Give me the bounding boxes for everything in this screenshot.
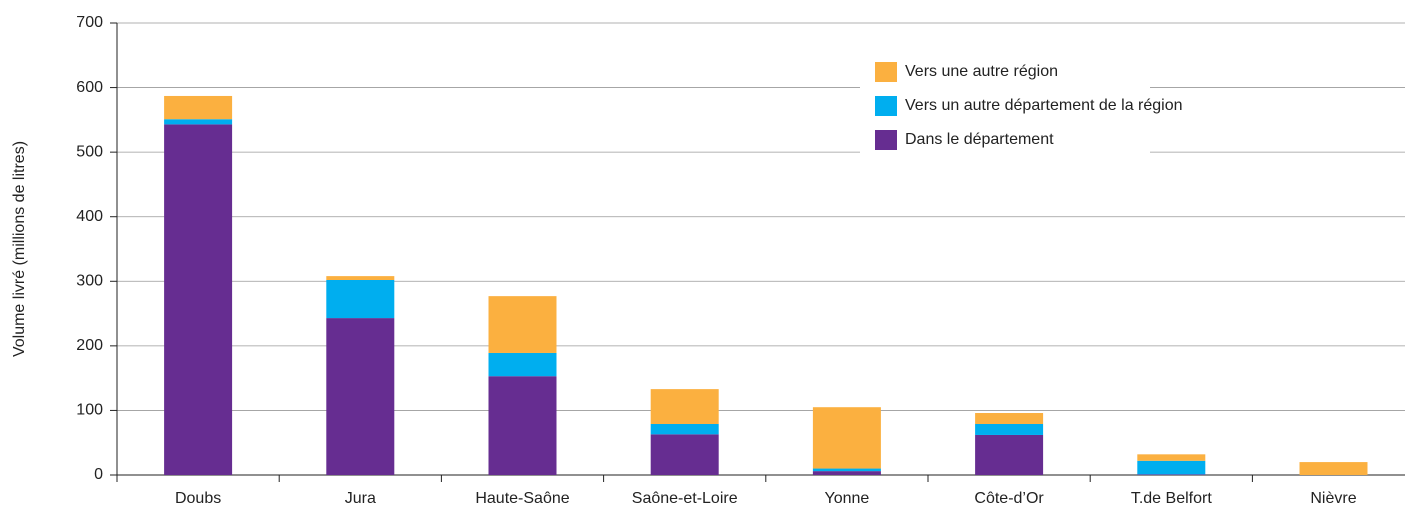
y-tick-label: 200 <box>76 337 103 354</box>
bar-segment <box>650 423 719 435</box>
bar-segment <box>650 389 719 424</box>
legend-swatch <box>875 62 897 82</box>
bar-segment <box>812 468 881 472</box>
bar-segment <box>812 471 881 475</box>
x-tick-label: Haute-Saône <box>475 490 569 507</box>
bar-segment <box>975 423 1044 435</box>
y-tick-label: 700 <box>76 14 103 31</box>
legend-swatch <box>875 130 897 150</box>
bar-segment <box>1137 460 1206 475</box>
bar-segment <box>975 413 1044 424</box>
bar-segment <box>1137 474 1206 475</box>
legend-label: Vers un autre département de la région <box>905 97 1183 114</box>
x-tick-label: Jura <box>345 490 376 507</box>
y-tick-label: 300 <box>76 273 103 290</box>
x-tick-label: Yonne <box>825 490 870 507</box>
bar-segment <box>326 279 395 319</box>
y-tick-label: 500 <box>76 143 103 160</box>
bar-segment <box>326 318 395 475</box>
x-tick-label: T.de Belfort <box>1131 490 1212 507</box>
bar-segment <box>1299 462 1368 475</box>
bar-segment <box>488 376 557 475</box>
legend-label: Vers une autre région <box>905 63 1058 80</box>
y-tick-label: 400 <box>76 208 103 225</box>
legend-swatch <box>875 96 897 116</box>
y-tick-label: 100 <box>76 402 103 419</box>
legend-box <box>860 55 1150 163</box>
bar-segment <box>975 434 1044 475</box>
bar-segment <box>164 95 233 120</box>
y-axis-label: Volume livré (millions de litres) <box>11 141 28 357</box>
bar-segment <box>650 434 719 475</box>
x-tick-label: Saône-et-Loire <box>632 490 738 507</box>
bar-segment <box>488 296 557 353</box>
x-tick-label: Doubs <box>175 490 221 507</box>
bar-segment <box>812 407 881 469</box>
x-tick-label: Nièvre <box>1310 490 1356 507</box>
y-tick-label: 600 <box>76 79 103 96</box>
bar-segment <box>326 276 395 280</box>
bar-segment <box>488 352 557 377</box>
x-tick-label: Côte-d’Or <box>974 490 1044 507</box>
bar-segment <box>1137 454 1206 461</box>
legend-label: Dans le département <box>905 131 1054 148</box>
bar-segment <box>164 119 233 125</box>
y-tick-label: 0 <box>94 466 103 483</box>
bar-segment <box>164 124 233 476</box>
